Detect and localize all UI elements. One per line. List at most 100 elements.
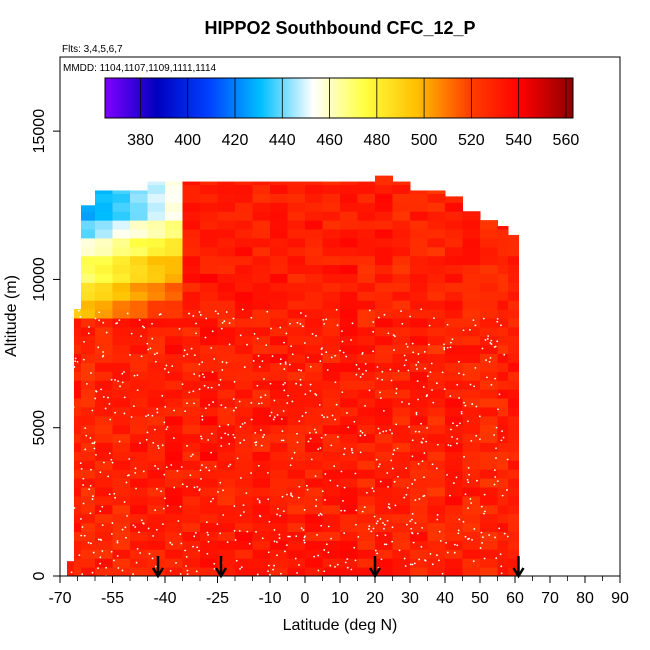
heat-cell bbox=[112, 442, 131, 452]
heat-cell bbox=[410, 300, 428, 310]
heat-cell bbox=[427, 291, 446, 301]
heat-cell bbox=[357, 558, 376, 568]
heat-cell bbox=[200, 469, 218, 479]
sample-dot bbox=[276, 414, 279, 416]
sample-dot bbox=[164, 405, 167, 408]
heat-cell bbox=[340, 255, 358, 266]
sample-dot bbox=[88, 488, 91, 491]
sample-dot bbox=[99, 510, 102, 513]
heat-cell bbox=[497, 540, 509, 550]
heat-cell bbox=[200, 335, 218, 346]
sample-dot bbox=[87, 332, 90, 335]
heat-cell bbox=[235, 540, 253, 550]
heat-cell bbox=[375, 495, 393, 506]
heat-cell bbox=[147, 389, 166, 399]
sample-dot bbox=[100, 539, 103, 541]
heat-cell bbox=[147, 424, 166, 435]
sample-dot bbox=[314, 392, 317, 395]
sample-dot bbox=[296, 441, 299, 444]
heat-cell bbox=[235, 504, 253, 515]
sample-dot bbox=[156, 408, 159, 410]
sample-dot bbox=[361, 431, 364, 434]
heat-cell bbox=[480, 460, 498, 470]
sample-dot bbox=[451, 338, 454, 341]
heat-cell bbox=[410, 433, 428, 444]
heat-cell bbox=[322, 469, 341, 479]
sample-dot bbox=[395, 423, 398, 426]
sample-dot bbox=[436, 554, 438, 557]
sample-dot bbox=[180, 466, 183, 468]
heat-cell bbox=[130, 478, 148, 488]
sample-dot bbox=[232, 317, 235, 320]
heat-cell bbox=[480, 353, 498, 363]
heat-cell bbox=[462, 371, 481, 381]
sample-dot bbox=[181, 383, 184, 386]
heat-cell bbox=[462, 300, 481, 310]
sample-dot bbox=[126, 514, 128, 517]
heat-cell bbox=[112, 300, 131, 310]
heat-cell bbox=[480, 344, 498, 355]
sample-dot bbox=[248, 542, 251, 545]
heat-cell bbox=[95, 478, 113, 488]
sample-dot bbox=[296, 572, 298, 574]
sample-dot bbox=[179, 573, 182, 575]
sample-dot bbox=[311, 333, 314, 335]
sample-dot bbox=[435, 467, 438, 470]
heat-cell bbox=[462, 522, 481, 533]
heat-cell bbox=[392, 237, 411, 248]
sample-dot bbox=[207, 439, 210, 441]
sample-dot bbox=[436, 518, 439, 521]
sample-dot bbox=[387, 485, 389, 488]
sample-dot bbox=[115, 322, 117, 325]
heat-cell bbox=[112, 362, 131, 372]
y-tick-label: 10000 bbox=[31, 257, 48, 302]
heat-cell bbox=[235, 229, 253, 239]
sample-dot bbox=[227, 423, 230, 426]
heat-cell bbox=[217, 317, 236, 328]
heat-cell bbox=[462, 335, 481, 346]
heat-cell bbox=[410, 469, 428, 479]
heat-cell bbox=[130, 273, 148, 283]
heat-cell bbox=[147, 460, 166, 470]
heat-cell bbox=[410, 540, 428, 550]
sample-dot bbox=[478, 438, 481, 441]
heat-cell bbox=[392, 264, 411, 274]
heat-cell bbox=[147, 264, 166, 274]
sample-dot bbox=[397, 369, 400, 372]
sample-dot bbox=[407, 369, 410, 372]
sample-dot bbox=[110, 378, 113, 381]
heat-cell bbox=[340, 424, 358, 435]
heat-cell bbox=[74, 326, 82, 337]
heat-cell bbox=[95, 460, 113, 470]
sample-dot bbox=[135, 561, 138, 564]
heat-cell bbox=[95, 549, 113, 559]
heat-cell bbox=[217, 237, 236, 248]
sample-dot bbox=[401, 322, 404, 325]
heat-cell bbox=[182, 487, 201, 497]
heat-cell bbox=[252, 181, 271, 186]
sample-dot bbox=[472, 319, 475, 322]
sample-dot bbox=[69, 328, 72, 330]
sample-dot bbox=[282, 510, 285, 513]
heat-cell bbox=[95, 513, 113, 524]
sample-dot bbox=[221, 321, 224, 324]
sample-dot bbox=[460, 412, 463, 415]
heat-cell bbox=[147, 398, 166, 408]
sample-dot bbox=[179, 533, 182, 536]
sample-dot bbox=[359, 434, 362, 437]
sample-dot bbox=[316, 533, 318, 536]
sample-dot bbox=[488, 360, 491, 363]
sample-dot bbox=[139, 552, 142, 554]
heat-cell bbox=[340, 513, 358, 524]
sample-dot bbox=[411, 439, 414, 442]
heat-cell bbox=[427, 273, 446, 283]
heat-cell bbox=[480, 495, 498, 506]
heat-cell bbox=[375, 335, 393, 346]
heat-cell bbox=[235, 469, 253, 479]
heat-cell bbox=[480, 469, 498, 479]
heat-cell bbox=[217, 460, 236, 470]
heat-cell bbox=[165, 291, 183, 301]
sample-dot bbox=[354, 523, 357, 526]
sample-dot bbox=[201, 373, 204, 376]
heat-cell bbox=[81, 353, 96, 363]
